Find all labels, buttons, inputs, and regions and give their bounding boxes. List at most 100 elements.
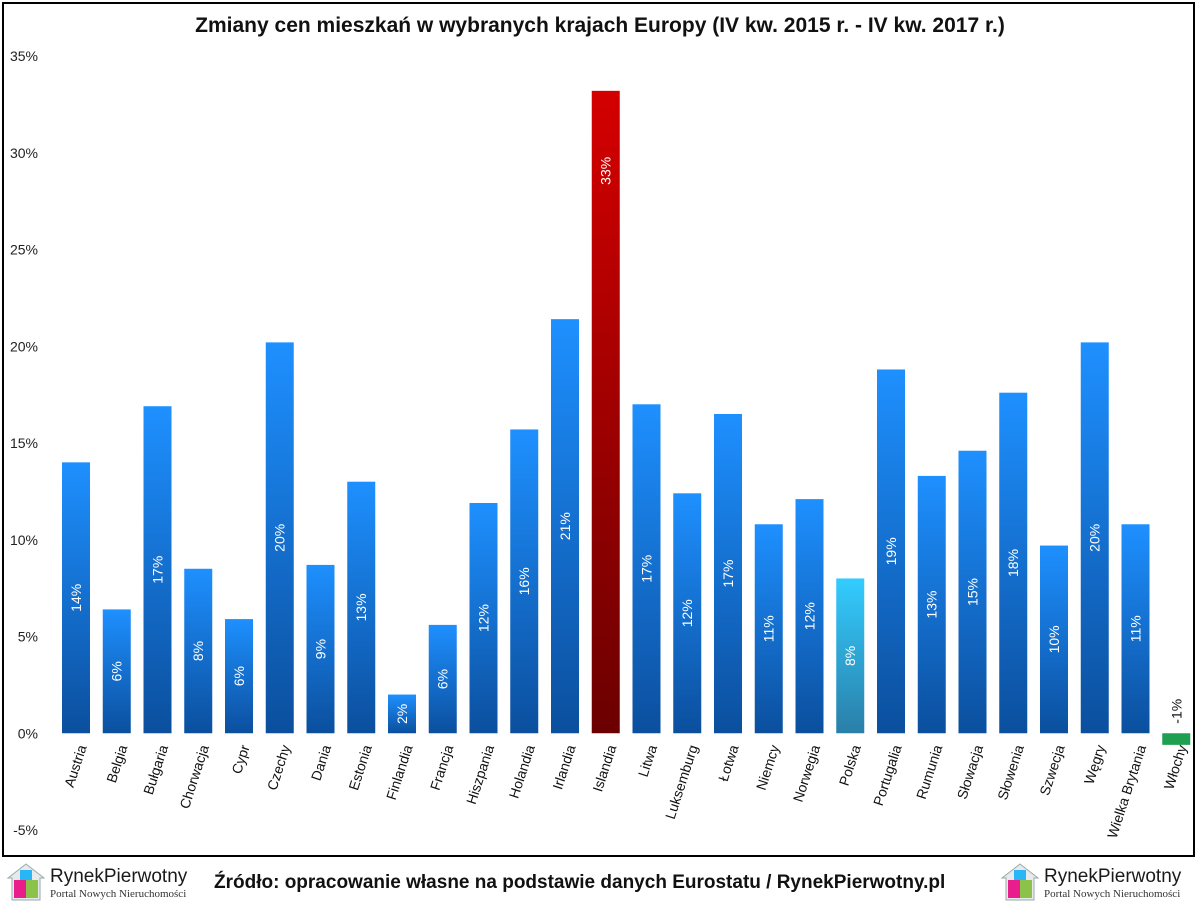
source-note: Źródło: opracowanie własne na podstawie … — [214, 872, 946, 893]
data-label: 21% — [557, 512, 573, 540]
y-tick-label: 5% — [18, 629, 38, 645]
x-tick-label: Łotwa — [715, 743, 742, 784]
bar-słowenia — [999, 392, 1028, 734]
chart-title: Zmiany cen mieszkań w wybranych krajach … — [195, 14, 1005, 37]
bar-polska — [836, 578, 865, 734]
data-label: 20% — [1087, 524, 1103, 552]
bar-irlandia — [551, 319, 579, 734]
y-tick-label: 10% — [10, 532, 38, 548]
x-tick-label: Węgry — [1081, 743, 1109, 786]
data-label: 17% — [150, 556, 166, 584]
x-tick-label: Portugalia — [870, 743, 905, 808]
data-label: 12% — [679, 599, 695, 627]
bar-dania — [306, 564, 335, 734]
data-label: 17% — [639, 555, 655, 583]
data-label: 12% — [802, 602, 818, 630]
bar-szwecja — [1040, 545, 1068, 734]
bar-hiszpania — [469, 502, 498, 734]
data-label: 11% — [761, 615, 777, 642]
logo-tagline: Portal Nowych Nieruchomości — [50, 888, 187, 900]
bar-węgry — [1080, 342, 1109, 734]
x-tick-label: Chorwacja — [176, 743, 212, 811]
house-logo-icon — [1000, 863, 1040, 901]
logo-tagline: Portal Nowych Nieruchomości — [1044, 888, 1181, 900]
x-tick-label: Irlandia — [549, 743, 578, 792]
x-tick-label: Niemcy — [753, 743, 783, 792]
y-tick-label: 35% — [10, 48, 38, 64]
bar-chart: -5% 0% 5% 10% 15% 20% 25% 30% 35% 14% Austria 6% Bel… — [10, 48, 1191, 841]
y-tick-label: 25% — [10, 242, 38, 258]
x-tick-label: Rumunia — [913, 743, 946, 801]
data-label: 16% — [516, 567, 532, 595]
x-tick-label: Hiszpania — [463, 743, 497, 807]
x-tick-label: Polska — [836, 743, 864, 788]
x-tick-label: Włochy — [1160, 743, 1189, 792]
bar-belgia — [102, 609, 131, 734]
x-tick-label: Szwecja — [1036, 743, 1067, 798]
bar-słowacja — [958, 450, 987, 734]
data-label: 6% — [109, 661, 125, 681]
data-label: 9% — [313, 639, 329, 659]
data-label: 10% — [1046, 625, 1062, 653]
x-tick-label: Luksemburg — [662, 743, 701, 821]
bar-islandia — [591, 90, 620, 734]
bar-estonia — [347, 481, 376, 734]
data-label: 13% — [924, 591, 940, 619]
data-label: 15% — [965, 578, 981, 606]
logo-brand-text: RynekPierwotny — [1044, 866, 1182, 887]
bar-włochy — [1162, 733, 1191, 745]
x-tick-label: Słowacja — [954, 743, 987, 801]
data-label: 12% — [476, 604, 492, 632]
data-label: 6% — [435, 669, 451, 689]
bar-portugalia — [877, 369, 905, 734]
bar-wielka-brytania — [1121, 524, 1150, 734]
data-label: 2% — [394, 704, 410, 724]
logo-brand-text: RynekPierwotny — [50, 866, 188, 887]
data-label: 33% — [598, 157, 614, 185]
data-label: 20% — [272, 524, 288, 552]
x-tick-label: Finlandia — [383, 743, 416, 802]
bar-finlandia — [388, 694, 416, 734]
brand-logo: RynekPierwotny Portal Nowych Nieruchomoś… — [6, 862, 187, 904]
bar-francja — [428, 624, 457, 734]
bar-niemcy — [754, 524, 783, 734]
bar-luksemburg — [673, 493, 702, 734]
data-label: 17% — [720, 560, 736, 588]
bar-czechy — [265, 342, 294, 734]
x-tick-label: Holandia — [506, 743, 538, 801]
x-tick-label: Estonia — [345, 743, 375, 793]
x-tick-label: Wielka Brytania — [1104, 743, 1149, 841]
x-tick-label: Austria — [61, 743, 90, 790]
bar-holandia — [510, 429, 539, 734]
data-label: 18% — [1005, 549, 1021, 577]
y-tick-label: 20% — [10, 338, 38, 354]
x-tick-label: Norwegia — [790, 743, 824, 804]
bar-norwegia — [795, 499, 824, 734]
y-tick-label: 0% — [18, 725, 38, 741]
bar-bułgaria — [143, 406, 172, 734]
x-tick-label: Francja — [427, 743, 457, 793]
bar-litwa — [632, 404, 661, 734]
footer: RynekPierwotny Portal Nowych Nieruchomoś… — [0, 858, 1200, 907]
house-logo-icon — [6, 863, 46, 901]
x-tick-label: Bułgaria — [140, 743, 171, 797]
data-label: 8% — [842, 646, 858, 666]
bar-łotwa — [714, 413, 742, 734]
data-label: 11% — [1128, 615, 1144, 642]
y-tick-label: 30% — [10, 145, 38, 161]
x-tick-label: Czechy — [264, 743, 294, 792]
data-label: -1% — [1168, 699, 1184, 724]
x-tick-label: Słowenia — [994, 743, 1027, 802]
data-label: 6% — [231, 666, 247, 686]
bar-chorwacja — [184, 568, 213, 734]
data-label: 19% — [883, 537, 899, 565]
x-tick-label: Islandia — [589, 743, 619, 794]
bar-rumunia — [917, 475, 946, 734]
bar-austria — [62, 462, 90, 734]
data-label: 13% — [353, 593, 369, 621]
x-tick-label: Litwa — [635, 743, 660, 779]
x-tick-label: Cypr — [228, 742, 252, 775]
y-tick-label: 15% — [10, 435, 38, 451]
bar-cypr — [225, 619, 253, 734]
y-tick-label: -5% — [13, 822, 38, 838]
